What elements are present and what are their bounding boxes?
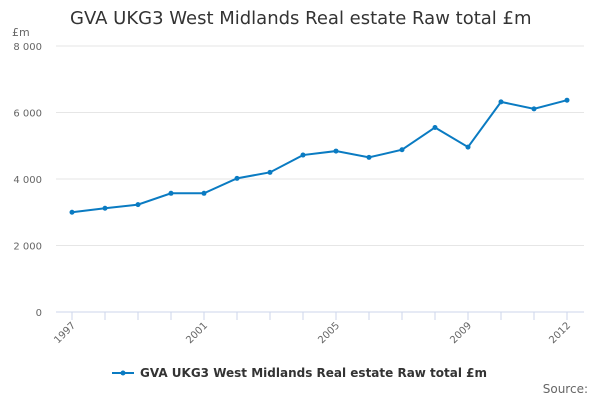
y-tick-label: 8 000 [13, 42, 42, 53]
x-tick-label: 1997 [52, 320, 78, 346]
data-point [564, 97, 570, 103]
x-tick-label: 2009 [448, 320, 474, 346]
data-point [300, 152, 306, 158]
chart-title: GVA UKG3 West Midlands Real estate Raw t… [70, 8, 532, 29]
y-tick-label: 0 [36, 308, 42, 319]
x-tick-label: 2012 [547, 320, 573, 346]
source-label: Source: [542, 382, 588, 396]
data-point [234, 175, 240, 181]
y-axis-label: £m [12, 26, 30, 39]
legend-item[interactable]: GVA UKG3 West Midlands Real estate Raw t… [112, 366, 487, 380]
data-point [432, 124, 438, 130]
y-tick-label: 6 000 [13, 109, 42, 120]
y-tick-label: 4 000 [13, 175, 42, 186]
data-point [267, 169, 273, 175]
data-point [69, 209, 75, 215]
data-point [465, 144, 471, 150]
series-line [71, 99, 568, 214]
data-point [498, 99, 504, 105]
x-tick-label: 2005 [316, 320, 342, 346]
legend-label: GVA UKG3 West Midlands Real estate Raw t… [140, 366, 488, 380]
data-point [333, 148, 339, 154]
data-point [102, 205, 108, 211]
data-point [201, 190, 207, 196]
data-point [366, 154, 372, 160]
data-point [168, 190, 174, 196]
data-point [531, 106, 537, 112]
y-tick-label: 2 000 [13, 242, 42, 253]
data-point [135, 202, 141, 208]
x-tick-label: 2001 [184, 320, 210, 346]
legend-line-marker [112, 370, 134, 376]
data-point [399, 147, 405, 153]
